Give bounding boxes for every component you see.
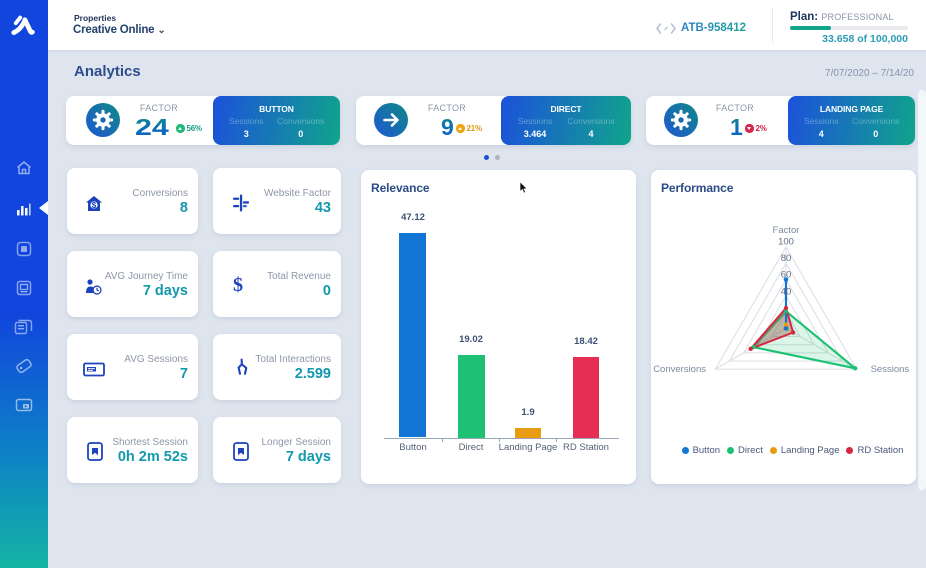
svg-text:Sessions: Sessions bbox=[871, 364, 910, 375]
svg-text:100: 100 bbox=[778, 237, 794, 248]
svg-text:80: 80 bbox=[781, 253, 792, 264]
svg-text:$: $ bbox=[92, 201, 97, 210]
svg-text:Factor: Factor bbox=[773, 225, 800, 236]
svg-text:60: 60 bbox=[781, 270, 792, 281]
svg-text:Conversions: Conversions bbox=[653, 364, 706, 375]
svg-text:40: 40 bbox=[781, 287, 792, 298]
